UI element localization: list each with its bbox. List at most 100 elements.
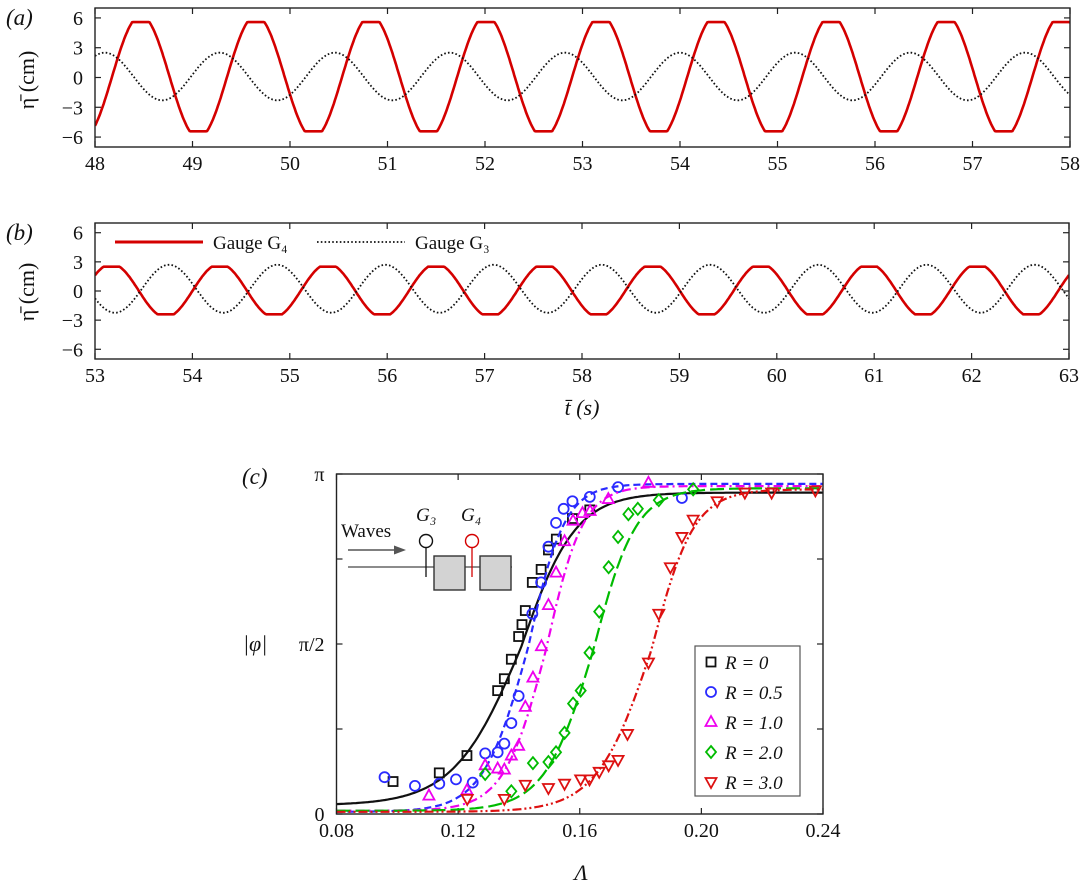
x-tick-label: 49	[183, 153, 203, 175]
x-tick-label: 0.08	[319, 820, 354, 842]
data-point-circle	[557, 502, 570, 515]
inset-g4-label: G₄	[461, 505, 481, 526]
data-point-triangle-down	[686, 514, 701, 528]
data-point-triangle-down	[737, 487, 752, 501]
data-point-triangle-up	[421, 787, 436, 801]
panel-b-legend: Gauge G₄ Gauge G₃	[115, 233, 490, 254]
panel-a-label: (a)	[6, 5, 33, 30]
x-tick-label: 62	[962, 365, 982, 387]
data-point-triangle-down	[663, 562, 678, 576]
x-tick-label: 0.16	[562, 820, 597, 842]
y-tick-label: 0	[73, 281, 83, 303]
data-point-diamond	[611, 529, 625, 545]
plot-frame	[335, 473, 824, 815]
x-tick-label: 59	[669, 365, 689, 387]
data-point-triangle-down	[497, 793, 512, 807]
data-point-circle	[535, 576, 548, 589]
legend-label: R = 3.0	[724, 773, 783, 794]
data-point-circle	[583, 491, 596, 503]
panel-c-legend: R = 0 R = 0.5 R = 1.0 R = 2.0 R = 3.0	[694, 645, 801, 797]
data-point-circle	[512, 690, 525, 702]
x-tick-label: 0.20	[684, 820, 719, 842]
data-point-triangle-up	[497, 761, 512, 775]
y-tick-label: 0	[315, 804, 325, 826]
x-tick-label: 55	[280, 365, 300, 387]
data-point-triangle-down	[710, 496, 725, 510]
data-point-diamond	[602, 559, 615, 575]
legend-marker-square	[705, 656, 717, 668]
legend-marker-triangle-down	[703, 777, 719, 790]
data-point-diamond	[622, 506, 635, 522]
plot-area	[95, 263, 1069, 316]
data-point-diamond	[583, 645, 596, 661]
x-tick-label: 48	[85, 153, 105, 175]
y-tick-label: −6	[62, 339, 83, 361]
data-point-triangle-up	[511, 737, 526, 751]
x-tick-label: 54	[670, 153, 690, 175]
plot-area	[336, 474, 823, 813]
data-point-triangle-down	[611, 754, 626, 768]
data-point-triangle-down	[764, 487, 779, 501]
data-point-triangle-down	[460, 793, 475, 807]
inset-g3-label: G₃	[416, 505, 436, 526]
data-point-circle	[498, 737, 511, 750]
series-line-red	[95, 265, 1069, 316]
panel-c-plot: 0.08 0.12 0.16 0.20 0.24 0 π/2 π	[299, 464, 841, 842]
data-point-triangle-down	[674, 532, 689, 545]
data-point-triangle-up	[583, 503, 598, 516]
data-point-triangle-up	[541, 597, 556, 611]
data-point-triangle-down	[582, 774, 597, 788]
x-tick-label: 54	[182, 365, 202, 387]
data-point-diamond	[549, 744, 563, 760]
data-point-diamond	[686, 481, 700, 497]
data-point-triangle-up	[641, 474, 656, 488]
plot-frame	[94, 7, 1071, 148]
data-point-triangle-up	[518, 698, 533, 712]
data-point-diamond	[526, 755, 540, 771]
y-tick-label: 3	[73, 38, 83, 60]
inset-schematic: Waves G₃ G₄	[341, 505, 512, 591]
data-point-circle	[612, 481, 624, 494]
panel-c-ylabel: |φ|	[243, 631, 267, 656]
series-line-black-dotted	[95, 51, 1070, 102]
y-tick-label: 0	[73, 68, 83, 90]
data-point-square	[516, 619, 528, 631]
y-tick-label: π	[314, 464, 324, 486]
arrow-head-icon	[394, 545, 406, 555]
panel-a-plot: 48 49 50 51 52 53 54 55 56 57 58 −6 −3 0 3 6	[62, 7, 1080, 175]
panel-b-ylabel: η̄ (cm)	[14, 263, 39, 322]
x-tick-label: 0.12	[441, 820, 476, 842]
data-point-square	[519, 605, 531, 616]
data-point-diamond	[631, 501, 644, 517]
data-point-circle	[526, 607, 539, 620]
legend-marker-circle	[705, 686, 717, 698]
data-point-circle	[378, 771, 391, 784]
data-point-triangle-down	[518, 779, 533, 793]
gauge-g3-icon	[418, 533, 434, 549]
panel-c-label: (c)	[242, 464, 268, 489]
x-tick-label: 57	[475, 365, 495, 387]
plot-area	[95, 20, 1070, 133]
y-tick-label: −6	[62, 127, 83, 149]
data-point-square	[498, 673, 510, 685]
legend-label-gauge-g3: Gauge G₃	[415, 233, 490, 254]
legend-label: R = 0	[724, 653, 769, 674]
obstacle-right	[479, 555, 512, 591]
x-tick-label: 56	[865, 153, 885, 175]
data-point-triangle-up	[534, 638, 549, 652]
panel-c-xlabel: Λ	[572, 860, 588, 885]
legend-label-gauge-g4: Gauge G₄	[213, 233, 288, 254]
panel-b-plot: 53 54 55 56 57 58 59 60 61 62 63 −6 −3 0 3 6	[62, 222, 1079, 387]
legend-label: R = 1.0	[724, 713, 783, 734]
data-point-triangle-up	[549, 564, 564, 578]
data-point-triangle-up	[504, 747, 519, 761]
data-point-triangle-down	[651, 608, 666, 622]
data-point-diamond	[505, 783, 518, 799]
inset-waves-label: Waves	[341, 521, 391, 542]
data-point-diamond	[558, 725, 571, 741]
obstacle-left	[433, 555, 466, 591]
data-point-square	[461, 750, 473, 761]
data-point-diamond	[566, 696, 580, 712]
x-tick-label: 63	[1059, 365, 1079, 387]
